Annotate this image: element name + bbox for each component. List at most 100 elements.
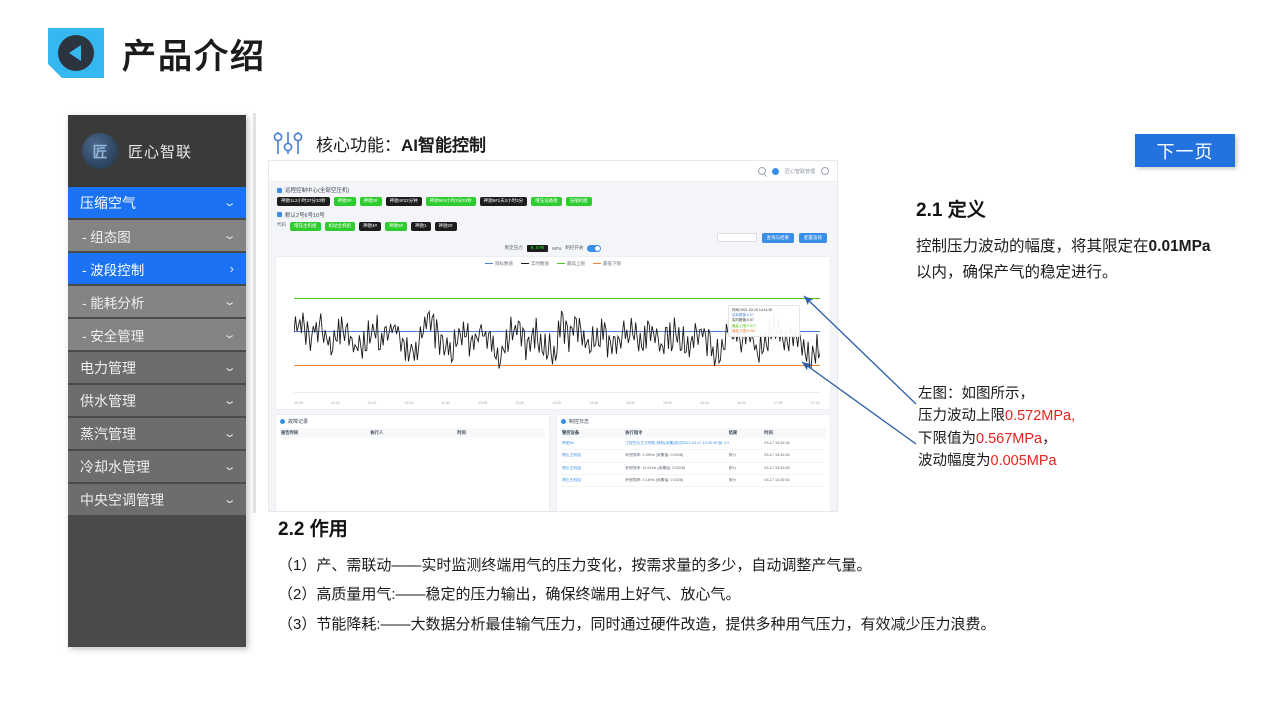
fluctuation-value: 0.005MPa (990, 453, 1057, 470)
sidebar-item-central-ac[interactable]: 中央空调管理 ⌄ (68, 484, 246, 515)
cell-command: 补偿频率: 4.15Hz (采集值: 0.5328) (625, 477, 684, 482)
definition-section: 2.1 定义 控制压力波动的幅度，将其限定在0.01MPa 以内，确保产气的稳定进… (916, 195, 1216, 285)
column-header: 结果 (728, 429, 738, 435)
annotation-line-4-pre: 波动幅度为 (918, 453, 991, 470)
column-header: 管控设备 (562, 429, 580, 435)
machine-chip[interactable]: 增压设备组 (531, 197, 562, 206)
chart-tooltip: 时间:2021-03-15 14:11:30 目标数值:0.57 实时数值:0.… (728, 304, 800, 338)
avatar[interactable] (771, 167, 779, 175)
machine-chip[interactable]: 神驰5#4小时3分33秒 (425, 197, 476, 206)
chart-x-tick-labels: 10:00 11:00 11:30 12:00 12:30 13:00 13:30 14:00… (294, 401, 820, 405)
sidebar-item-label: 冷却水管理 (80, 458, 150, 475)
sidebar-item-cooling-water[interactable]: 冷却水管理 ⌄ (68, 451, 246, 482)
target-line (294, 330, 820, 332)
content-divider (253, 113, 256, 513)
annotation-line-3-pre: 下限值为 (918, 430, 976, 447)
machine-chip[interactable]: 神驰3# (359, 197, 382, 206)
column-header: 时间 (764, 429, 773, 435)
cell-time: 03-17 13:26:52 (764, 465, 790, 470)
annotation-line-1: 左图：如图所示， (918, 386, 1034, 402)
remote-control-title: 远程控制中心(全部空压机) (277, 186, 829, 194)
sidebar-item-safety-management[interactable]: - 安全管理 ⌄ (68, 319, 246, 350)
machine-chip-list: 神驰1L2小时37分33秒 神驰2# 神驰3# 神驰4#22分钟 神驰5#4小时… (277, 197, 829, 206)
sidebar-item-energy-analysis[interactable]: - 能耗分析 ⌄ (68, 286, 246, 317)
upper-limit-value: 0.572MPa, (1005, 408, 1076, 425)
next-page-button[interactable]: 下一页 (1135, 134, 1235, 167)
time-range-select[interactable] (716, 233, 757, 243)
machine-chip[interactable]: 神驰2# (333, 197, 356, 206)
pressure-chart[interactable]: 目标数值 实时数值 最高上限 最低下限 时间:2021-03-15 14:11:… (275, 255, 831, 410)
default-group-title: 默认2号6号10号 (277, 211, 829, 219)
x-tick-label: 16:00 (699, 400, 709, 405)
sidebar-item-label: 压缩空气 (80, 194, 136, 211)
machine-chip[interactable]: 神驰4#22分钟 (385, 197, 422, 206)
dashboard-screenshot[interactable]: 匠心智联管理 远程控制中心(全部空压机) 神驰1L2小时37分33秒 神驰2# … (268, 160, 838, 512)
section-marker-icon (277, 187, 282, 193)
effect-item: （1）产、需联动——实时监测终端用气的压力变化，按需求量的多少，自动调整产气量。 (278, 557, 872, 574)
configure-band-button[interactable]: 配置波段 (799, 232, 827, 243)
column-header: 执行指令 (625, 429, 643, 435)
x-tick-label: 12:00 (404, 400, 414, 405)
sidebar-item-label: - 能耗分析 (82, 295, 145, 311)
annotation-line-4: 波动幅度为0.005MPa (918, 450, 1218, 472)
group-chip[interactable]: 神驰2# (434, 221, 457, 231)
legend-label: 实时数值 (531, 260, 549, 266)
table-row[interactable]: 增压主机组 补偿频率: 11.61Hz (采集值: 0.5328) 执行 03-… (561, 463, 826, 475)
cell-time: 03-17 13:26:51 (764, 477, 790, 482)
chevron-down-icon: ⌄ (222, 461, 237, 473)
cell-result (729, 441, 765, 446)
legend-label: 最高上限 (567, 260, 585, 266)
group-chip[interactable]: 神驰4# (359, 221, 382, 231)
fault-table-title: 故障记录 (280, 418, 545, 425)
group-chip[interactable]: 神驰1 (411, 221, 431, 231)
chevron-down-icon: ⌄ (222, 362, 237, 374)
table-row[interactable]: 增压主机组 补偿频率: 4.15Hz (采集值: 0.5328) 执行 03-1… (561, 475, 826, 488)
tooltip-lower: 最低下限:0.567 (732, 328, 756, 333)
target-pressure-row: 制定压力 0.570 MPa 制控开关 (269, 243, 837, 252)
gear-icon[interactable] (821, 167, 829, 175)
dashboard-controls: 查询与结果 配置波段 (269, 231, 837, 243)
sidebar-item-label: 蒸汽管理 (80, 425, 136, 442)
core-function-heading: 核心功能：AI智能控制 (272, 128, 486, 158)
machine-chip[interactable]: 神驰6#1天2小时3分 (479, 197, 528, 206)
target-pressure-value[interactable]: 0.570 (526, 244, 549, 252)
table-row[interactable]: 神驰5# 工程空压主大得机,神机(采集)成功2021-03-17 13:26:3… (561, 438, 826, 451)
machine-chip[interactable]: 压缩机组 (565, 197, 592, 206)
x-tick-label: 17:00 (773, 400, 783, 405)
sidebar-item-configuration-diagram[interactable]: - 组态图 ⌄ (68, 220, 246, 251)
tooltip-upper: 最高上限:0.572 (732, 323, 756, 328)
lower-limit-value: 0.567MPa (976, 430, 1043, 447)
cell-command: 工程空压主大得机,神机(采集)成功2021-03-17 13:26:35 值: … (625, 440, 729, 445)
x-tick-label: 12:30 (441, 400, 451, 405)
sidebar-item-steam-management[interactable]: 蒸汽管理 ⌄ (68, 418, 246, 449)
dashboard-topbar: 匠心智联管理 (269, 161, 837, 182)
group-chip[interactable]: 机动主机组 (324, 221, 355, 231)
sidebar-item-water-supply[interactable]: 供水管理 ⌄ (68, 385, 246, 416)
annotation-line-3-post: ， (1042, 430, 1057, 447)
core-function-prefix: 核心功能： (316, 135, 401, 155)
sidebar-item-band-control[interactable]: - 波段控制 › (68, 253, 246, 284)
machine-chip[interactable]: 神驰1L2小时37分33秒 (277, 197, 330, 206)
column-header: 时间 (457, 429, 466, 435)
legend-item: 最低下限 (593, 261, 621, 267)
section-dot-icon (280, 418, 285, 424)
control-switch-toggle[interactable] (587, 244, 602, 252)
group-chip[interactable]: 增压主机组 (290, 221, 321, 231)
sidebar-item-power-management[interactable]: 电力管理 ⌄ (68, 352, 246, 383)
annotation-line-3: 下限值为0.567MPa， (918, 428, 1218, 450)
tooltip-realtime: 实时数值:0.57 (732, 318, 754, 323)
sidebar-item-label: - 波段控制 (82, 262, 145, 278)
fault-record-table: 故障记录 报告时间 执行人 时间 (275, 413, 550, 511)
target-pressure-label: 制定压力 (504, 245, 523, 251)
brand-logo-icon: 匠 (82, 133, 118, 169)
group-chip[interactable]: 神驰5# (385, 221, 408, 231)
table-row[interactable]: 增压主机组 补偿频率: 4.09Hz (采集值: 0.5328) 执行 03-1… (561, 450, 826, 463)
search-icon[interactable] (757, 167, 766, 175)
x-tick-label: 13:30 (515, 400, 525, 405)
effects-heading: 2.2 作用 (278, 519, 348, 540)
sidebar-item-label: - 组态图 (82, 229, 131, 245)
sliders-icon (273, 132, 303, 154)
table-header-row: 管控设备 执行指令 结果 时间 (561, 427, 826, 438)
sidebar-item-compressed-air[interactable]: 压缩空气 ⌄ (68, 187, 246, 218)
query-button[interactable]: 查询与结果 (761, 232, 794, 243)
